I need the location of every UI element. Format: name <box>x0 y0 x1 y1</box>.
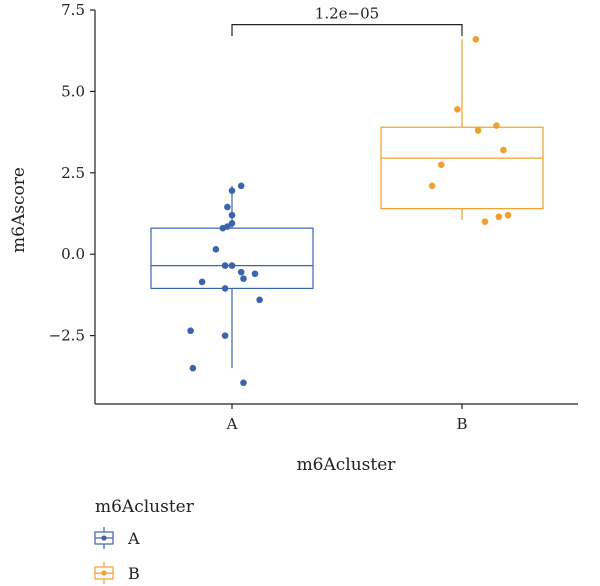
legend-key-point <box>101 535 107 541</box>
point-a <box>237 182 245 190</box>
point-b <box>454 106 461 113</box>
point-a <box>228 187 236 195</box>
jitter-points <box>187 36 512 387</box>
y-tick-label: 7.5 <box>61 1 85 19</box>
point-a <box>240 275 247 282</box>
point-b <box>428 182 436 190</box>
y-tick-label: 2.5 <box>61 164 85 182</box>
legend-entries: AB <box>94 527 140 584</box>
point-a <box>228 262 236 269</box>
box-iqr <box>380 126 544 210</box>
point-a <box>251 270 259 278</box>
point-a <box>219 224 227 232</box>
y-tick-label: −2.5 <box>49 327 85 345</box>
point-a <box>198 278 206 286</box>
point-b <box>474 127 482 134</box>
point-a <box>224 203 231 211</box>
legend-title: m6Acluster <box>95 497 195 517</box>
legend-key-point <box>101 570 107 576</box>
point-b <box>438 161 445 168</box>
point-a <box>221 262 229 269</box>
point-b <box>493 122 500 129</box>
point-b <box>500 146 507 154</box>
significance-label: 1.2e−05 <box>315 5 379 23</box>
box-b <box>380 39 544 221</box>
point-b <box>504 211 512 219</box>
point-a <box>237 268 245 276</box>
legend-entry-b: B <box>94 562 140 584</box>
point-a <box>228 219 236 227</box>
point-a <box>221 332 229 339</box>
point-a <box>256 296 263 304</box>
x-tick-label: A <box>226 415 238 433</box>
x-axis-title: m6Acluster <box>297 455 397 475</box>
point-a <box>212 246 220 253</box>
legend-label: B <box>128 564 140 583</box>
significance-bracket: 1.2e−05 <box>231 5 463 37</box>
box-iqr <box>150 227 314 290</box>
y-tick-label: 0.0 <box>61 245 85 263</box>
point-a <box>240 379 247 387</box>
y-tick-label: 5.0 <box>61 82 85 100</box>
legend-entry-a: A <box>94 527 140 549</box>
y-axis-ticks: −2.5 0.0 2.5 5.0 7.5 <box>49 1 95 345</box>
point-b <box>481 218 489 225</box>
point-a <box>189 364 197 372</box>
significance-bracket-line <box>231 24 463 37</box>
point-a <box>187 327 194 335</box>
legend-label: A <box>127 529 140 548</box>
point-a <box>221 285 229 292</box>
point-b <box>495 213 503 221</box>
box-series <box>150 39 544 369</box>
point-a <box>228 211 236 219</box>
x-tick-label: B <box>456 415 467 433</box>
legend: m6Acluster AB <box>94 497 195 584</box>
y-axis-title: m6Ascore <box>9 167 29 253</box>
point-b <box>472 36 480 43</box>
